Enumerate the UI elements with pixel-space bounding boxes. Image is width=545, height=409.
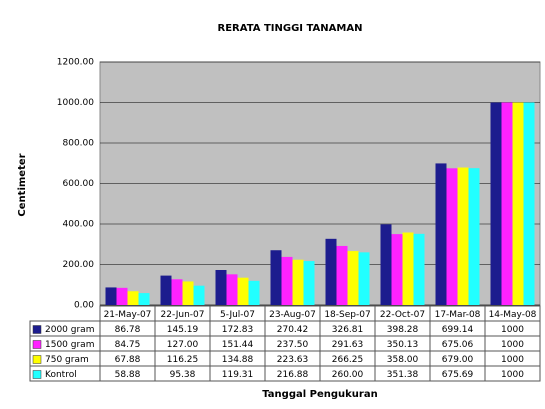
table-cell: 326.81 <box>332 325 364 335</box>
table-cell: 58.88 <box>115 370 141 380</box>
y-tick-label: 1200.00 <box>57 58 94 68</box>
bar <box>193 285 205 305</box>
table-cell: 151.44 <box>222 340 254 350</box>
table-cell: 675.69 <box>442 370 474 380</box>
bar <box>270 250 282 305</box>
bar <box>105 287 117 305</box>
bar <box>413 233 425 305</box>
y-tick-label: 0.00 <box>74 301 94 311</box>
table-cell: 237.50 <box>277 340 309 350</box>
table-cell: 350.13 <box>387 340 419 350</box>
y-tick-label: 200.00 <box>63 260 95 270</box>
bar <box>523 102 535 305</box>
table-cell: 223.63 <box>277 355 309 365</box>
table-cell: 145.19 <box>167 325 199 335</box>
table-cell: 134.88 <box>222 355 254 365</box>
legend-label: Kontrol <box>45 370 77 380</box>
table-cell: 270.42 <box>277 325 309 335</box>
bar <box>446 168 458 305</box>
table-cell: 84.75 <box>115 340 141 350</box>
y-axis-label: Centimeter <box>17 153 28 216</box>
bar <box>325 238 337 305</box>
legend-swatch <box>32 325 42 334</box>
table-cell: 172.83 <box>222 325 254 335</box>
bar <box>171 279 183 305</box>
table-cell: 398.28 <box>387 325 419 335</box>
bar <box>336 245 348 305</box>
bar <box>380 224 392 305</box>
x-tick-label: 5-Jul-07 <box>220 310 255 320</box>
x-tick-label: 22-Oct-07 <box>380 310 425 320</box>
table-cell: 260.00 <box>332 370 364 380</box>
chart-title: RERATA TINGGI TANAMAN <box>218 23 363 34</box>
x-tick-label: 14-May-08 <box>489 310 537 320</box>
bar <box>215 270 227 305</box>
bar <box>512 102 524 305</box>
bar <box>281 256 293 305</box>
table-cell: 1000 <box>501 325 524 335</box>
table-cell: 266.25 <box>332 355 364 365</box>
legend-label: 1500 gram <box>45 340 94 350</box>
bar <box>303 261 315 305</box>
y-tick-label: 600.00 <box>63 179 95 189</box>
bar <box>347 251 359 305</box>
legend-swatch <box>32 370 42 379</box>
bar <box>226 274 238 305</box>
table-cell: 1000 <box>501 370 524 380</box>
x-tick-label: 22-Jun-07 <box>161 310 205 320</box>
y-tick-label: 400.00 <box>63 220 95 230</box>
y-tick-label: 1000.00 <box>57 98 94 108</box>
table-cell: 291.63 <box>332 340 364 350</box>
x-tick-label: 23-Aug-07 <box>269 310 316 320</box>
legend-label: 750 gram <box>45 355 89 365</box>
table-cell: 116.25 <box>167 355 199 365</box>
x-tick-label: 17-Mar-08 <box>435 310 481 320</box>
table-cell: 86.78 <box>115 325 141 335</box>
table-cell: 216.88 <box>277 370 309 380</box>
legend-label: 2000 gram <box>45 325 94 335</box>
legend-swatch <box>32 340 42 349</box>
table-cell: 119.31 <box>222 370 254 380</box>
table-cell: 679.00 <box>442 355 474 365</box>
bar <box>501 102 513 305</box>
bar <box>391 234 403 305</box>
table-cell: 699.14 <box>442 325 474 335</box>
bar <box>292 259 304 305</box>
y-tick-label: 800.00 <box>63 139 95 149</box>
bar <box>116 287 128 305</box>
bar <box>457 167 469 305</box>
table-cell: 1000 <box>501 340 524 350</box>
bar <box>127 291 139 305</box>
legend-swatch <box>32 355 42 364</box>
x-tick-label: 21-May-07 <box>104 310 152 320</box>
bar <box>160 275 172 305</box>
table-cell: 351.38 <box>387 370 419 380</box>
table-cell: 127.00 <box>167 340 199 350</box>
table-cell: 358.00 <box>387 355 419 365</box>
x-axis-label: Tanggal Pengukuran <box>262 389 377 400</box>
bar <box>237 277 249 305</box>
table-cell: 675.06 <box>442 340 474 350</box>
table-cell: 67.88 <box>115 355 141 365</box>
bar <box>435 163 447 305</box>
table-cell: 1000 <box>501 355 524 365</box>
bar <box>490 102 502 305</box>
bar <box>182 281 194 305</box>
bar <box>248 280 260 305</box>
bar <box>138 293 150 305</box>
bar <box>402 232 414 305</box>
x-tick-label: 18-Sep-07 <box>324 310 370 320</box>
bar <box>358 252 370 305</box>
table-cell: 95.38 <box>170 370 196 380</box>
bar <box>468 168 480 305</box>
